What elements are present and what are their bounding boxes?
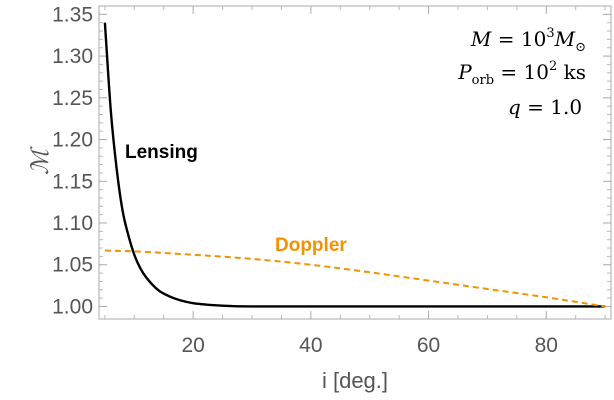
y-tick-label: 1.15: [52, 170, 93, 193]
x-tick-label: 60: [417, 334, 440, 357]
x-tick-labels: 20 40 60 80: [181, 334, 557, 357]
ratio-symbol: q: [508, 95, 521, 119]
y-tick-label: 1.25: [52, 87, 93, 110]
annotation-period: Porb = 102 ks: [457, 59, 586, 88]
annotation-ratio: q = 1.0: [508, 95, 582, 119]
y-axis-title: ℳ: [26, 146, 54, 175]
series-line-doppler: [104, 249, 606, 308]
plot-frame: [98, 5, 612, 320]
mass-equals: = 10: [491, 27, 546, 51]
x-axis-title: i [deg.]: [322, 368, 388, 393]
x-tick-label: 80: [535, 334, 558, 357]
series-layer: [103, 22, 606, 308]
y-tick-label: 1.00: [52, 295, 93, 318]
mass-exponent: 3: [546, 26, 554, 41]
period-symbol: P: [457, 60, 472, 84]
y-tick-label: 1.30: [52, 45, 93, 68]
x-tick-label: 20: [181, 334, 204, 357]
x-tick-label: 40: [299, 334, 322, 357]
period-equals: = 10: [494, 60, 549, 84]
mass-unit-subscript: ⊙: [575, 40, 586, 55]
y-tick-label: 1.20: [52, 129, 93, 152]
ratio-value: = 1.0: [521, 95, 582, 119]
y-tick-labels: 1.00 1.05 1.10 1.15 1.20 1.25 1.30 1.35: [52, 3, 93, 318]
series-line-lensing: [103, 22, 606, 308]
period-subscript: orb: [472, 73, 494, 88]
mass-unit-symbol: M: [554, 27, 576, 51]
y-tick-label: 1.10: [52, 212, 93, 235]
series-label-doppler: Doppler: [275, 235, 347, 256]
series-label-lensing: Lensing: [125, 142, 198, 163]
y-tick-label: 1.35: [52, 3, 93, 26]
annotation-mass: M = 103M⊙: [470, 26, 586, 55]
period-exponent: 2: [549, 59, 557, 74]
axis-ticks: [99, 6, 611, 319]
y-tick-label: 1.05: [52, 254, 93, 277]
period-unit: ks: [557, 60, 586, 84]
mass-symbol: M: [470, 27, 492, 51]
